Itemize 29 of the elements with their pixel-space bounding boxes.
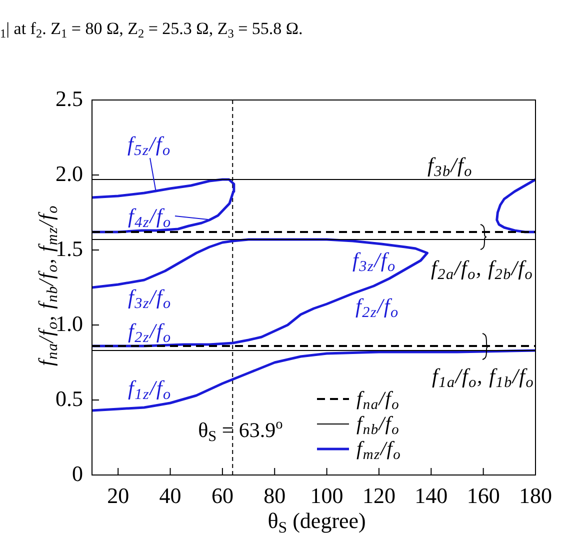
annotation: f$_{2a}$/f$_{o}$, f$_{2b}$/f$_{o}$ (431, 256, 534, 283)
annotation: f$_{5z}$/f$_{o}$ (128, 132, 171, 159)
annotation: f$_{2z}$/f$_{o}$ (128, 318, 172, 346)
x-tick-label: 100 (310, 482, 344, 508)
legend-label: f$_{mz}$/f$_{o}$ (356, 438, 402, 463)
x-axis-title: θ$_{S}$ (degree) (268, 508, 366, 533)
y-tick-label: 2.5 (56, 86, 83, 111)
legend-label: f$_{na}$/f$_{o}$ (356, 388, 400, 413)
y-tick-label: 2.0 (56, 160, 83, 186)
annotation: f$_{3b}$/f$_{o}$ (428, 152, 472, 180)
x-tick-label: 160 (466, 482, 500, 508)
x-tick-label: 140 (414, 482, 448, 508)
x-tick-label: 60 (211, 482, 234, 508)
ref-line-label: θ$_{S}$ = 63.9$^{o}$ (198, 416, 283, 445)
y-tick-label: 0.5 (56, 386, 83, 411)
text: $_{1}$| at f$_{2}$. Z$_{1}$ = 80 Ω, Z$_{2}$ = 25.3 Ω, Z$_{3}$ = 55.8 Ω. (0, 18, 303, 40)
x-tick-label: 20 (107, 482, 130, 508)
annotation: f$_{3z}$/f$_{o}$ (352, 248, 396, 275)
y-tick-label: 0 (72, 460, 83, 486)
x-tick-label: 40 (159, 482, 182, 508)
annotation: f$_{3z}$/f$_{o}$ (128, 284, 172, 312)
x-tick-label: 180 (519, 482, 552, 508)
annotation: f$_{1z}$/f$_{o}$ (128, 376, 172, 403)
x-tick-label: 80 (264, 482, 286, 508)
annotation: f$_{4z}$/f$_{o}$ (128, 204, 172, 231)
annotation: f$_{1a}$/f$_{o}$, f$_{1b}$/f$_{o}$ (432, 364, 534, 391)
legend-label: f$_{nb}$/f$_{o}$ (356, 412, 400, 438)
x-tick-label: 120 (362, 482, 396, 508)
annotation: f$_{2z}$/f$_{o}$ (356, 294, 399, 321)
